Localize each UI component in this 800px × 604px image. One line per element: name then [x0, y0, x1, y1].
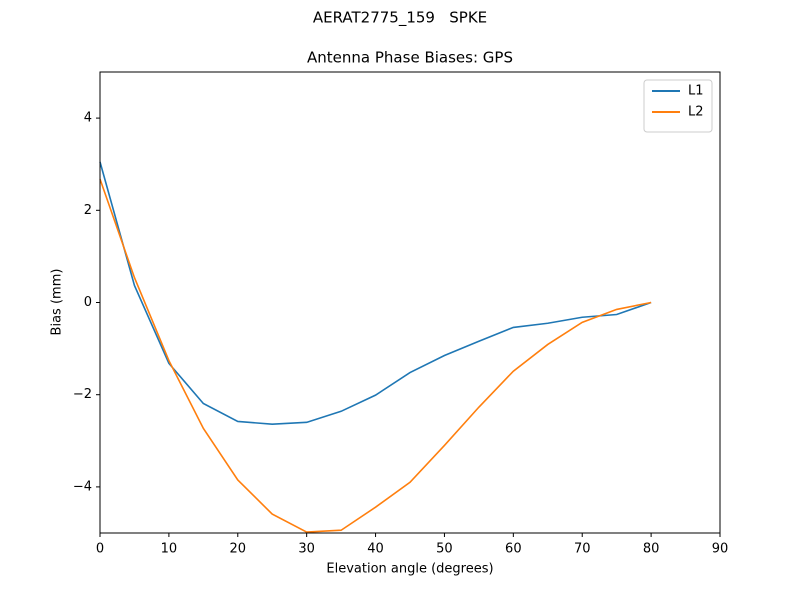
- x-tick-label: 60: [505, 542, 522, 557]
- legend-label: L2: [688, 105, 704, 120]
- line-series: [99, 161, 652, 426]
- line-series: [99, 178, 652, 533]
- y-tick-label: 4: [84, 111, 92, 126]
- suptitle: AERAT2775_159 SPKE: [313, 9, 487, 28]
- chart-title: Antenna Phase Biases: GPS: [307, 49, 513, 67]
- x-tick-label: 40: [367, 542, 384, 557]
- legend-label: L1: [688, 84, 704, 99]
- x-tick-label: 30: [298, 542, 315, 557]
- plot-frame: [99, 71, 721, 534]
- x-tick-label: 20: [230, 542, 247, 557]
- x-tick-label: 50: [436, 542, 453, 557]
- x-tick-label: 70: [574, 542, 591, 557]
- x-axis-label: Elevation angle (degrees): [326, 562, 493, 577]
- y-tick-label: 0: [84, 295, 92, 310]
- y-axis-label: Bias (mm): [50, 269, 65, 336]
- x-tick-label: 10: [161, 542, 178, 557]
- legend-box: [643, 79, 713, 133]
- x-tick-label: 0: [96, 542, 104, 557]
- x-tick-label: 90: [712, 542, 729, 557]
- y-tick-label: 2: [84, 203, 92, 218]
- y-tick-label: −4: [73, 479, 92, 494]
- x-tick-label: 80: [643, 542, 660, 557]
- y-tick-label: −2: [73, 387, 92, 402]
